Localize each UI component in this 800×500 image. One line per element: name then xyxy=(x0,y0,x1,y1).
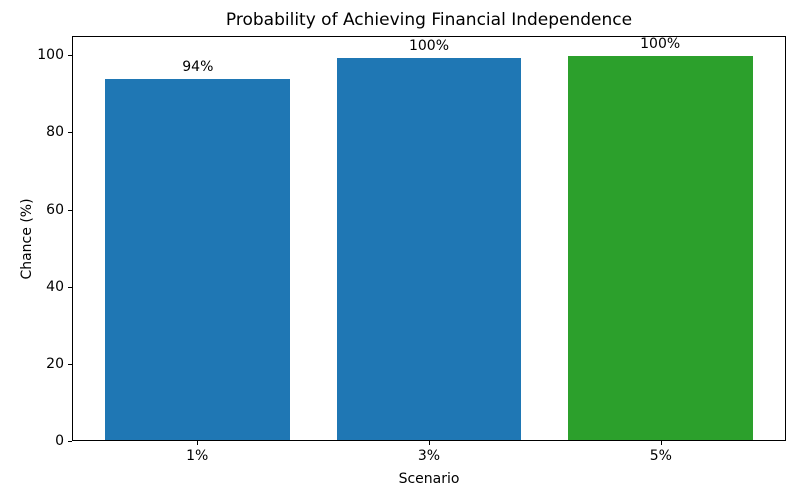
y-tick-label: 20 xyxy=(46,355,64,372)
bar-value-label: 100% xyxy=(408,38,450,55)
plot-area: 94% 100% 100% xyxy=(72,36,786,441)
y-tick-label: 40 xyxy=(46,278,64,295)
x-axis-label: Scenario xyxy=(398,471,460,487)
x-tick-mark xyxy=(429,441,430,445)
y-tick-mark xyxy=(68,441,72,442)
y-tick-mark xyxy=(68,132,72,134)
y-tick-label: 100 xyxy=(37,47,64,64)
y-tick-label: 60 xyxy=(46,201,64,218)
y-tick-mark xyxy=(68,363,72,365)
x-tick-mark xyxy=(660,441,662,445)
x-tick-label: 3% xyxy=(417,448,441,464)
bar xyxy=(105,79,291,440)
y-tick-mark xyxy=(68,286,72,288)
x-tick-label: 5% xyxy=(649,448,672,464)
x-tick-mark xyxy=(197,441,199,445)
y-tick-label: 0 xyxy=(55,433,64,449)
y-tick-label: 80 xyxy=(46,124,64,141)
x-tick-label: 1% xyxy=(186,448,209,464)
y-tick-mark xyxy=(68,55,72,57)
bar xyxy=(567,56,753,440)
y-tick-mark xyxy=(68,209,72,211)
bar xyxy=(336,58,522,440)
bar-value-label: 100% xyxy=(640,36,681,53)
bar-value-label: 94% xyxy=(182,59,214,76)
chart-title: Probability of Achieving Financial Indep… xyxy=(225,10,633,30)
